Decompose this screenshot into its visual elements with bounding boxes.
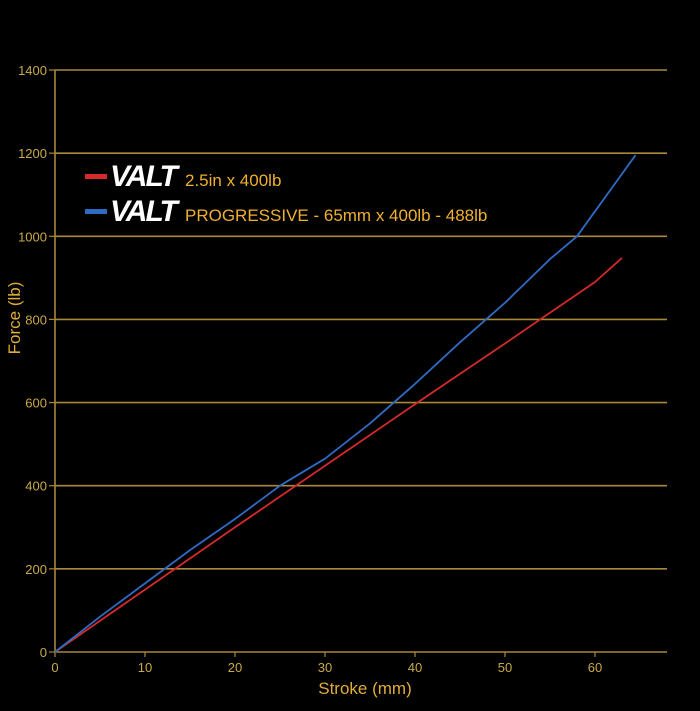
x-tick-label: 0 (51, 660, 58, 675)
x-tick-label: 40 (408, 660, 422, 675)
series-lines (54, 154, 637, 653)
y-tick-label: 1000 (18, 229, 47, 244)
y-axis-label: Force (lb) (5, 282, 24, 355)
y-tick-label: 800 (25, 312, 47, 327)
y-tick-label: 200 (25, 562, 47, 577)
y-tick-label: 1200 (18, 146, 47, 161)
axes (49, 69, 667, 657)
series-line-0 (54, 257, 623, 653)
legend-brand-logo: VALT (110, 160, 181, 193)
y-tick-label: 400 (25, 479, 47, 494)
x-tick-label: 30 (318, 660, 332, 675)
legend-entry-label: 2.5in x 400lb (185, 171, 281, 190)
legend-swatch-1 (85, 209, 107, 214)
y-tick-label: 1400 (18, 63, 47, 78)
x-axis-label: Stroke (mm) (318, 679, 412, 698)
legend-entry-label: PROGRESSIVE - 65mm x 400lb - 488lb (185, 206, 487, 225)
y-tick-label: 0 (40, 645, 47, 660)
x-tick-label: 10 (138, 660, 152, 675)
x-tick-label: 20 (228, 660, 242, 675)
x-tick-label: 60 (588, 660, 602, 675)
legend-swatch-0 (85, 174, 107, 179)
y-tick-labels: 0 200 400 600 800 1000 1200 1400 (18, 63, 47, 660)
series-line-1 (54, 154, 637, 653)
y-tick-label: 600 (25, 396, 47, 411)
legend-brand-logo: VALT (110, 195, 181, 228)
x-tick-label: 50 (498, 660, 512, 675)
grid-lines (55, 69, 667, 570)
x-tick-labels: 0 10 20 30 40 50 60 (51, 660, 602, 675)
